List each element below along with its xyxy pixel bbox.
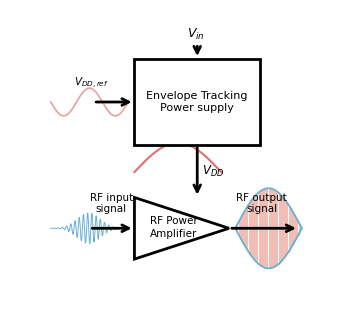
Polygon shape bbox=[135, 197, 229, 259]
Text: RF input
signal: RF input signal bbox=[89, 193, 133, 214]
Text: Envelope Tracking: Envelope Tracking bbox=[147, 91, 248, 101]
Text: $V_{DD,ref}$: $V_{DD,ref}$ bbox=[74, 76, 108, 91]
Text: RF output
signal: RF output signal bbox=[236, 193, 287, 214]
Text: Amplifier: Amplifier bbox=[150, 230, 198, 239]
Bar bbox=[135, 59, 260, 145]
Text: Power supply: Power supply bbox=[160, 103, 234, 113]
Text: $V_{DD}$: $V_{DD}$ bbox=[202, 164, 224, 179]
Text: RF Power: RF Power bbox=[150, 216, 198, 225]
Text: $V_{in}$: $V_{in}$ bbox=[187, 27, 205, 42]
